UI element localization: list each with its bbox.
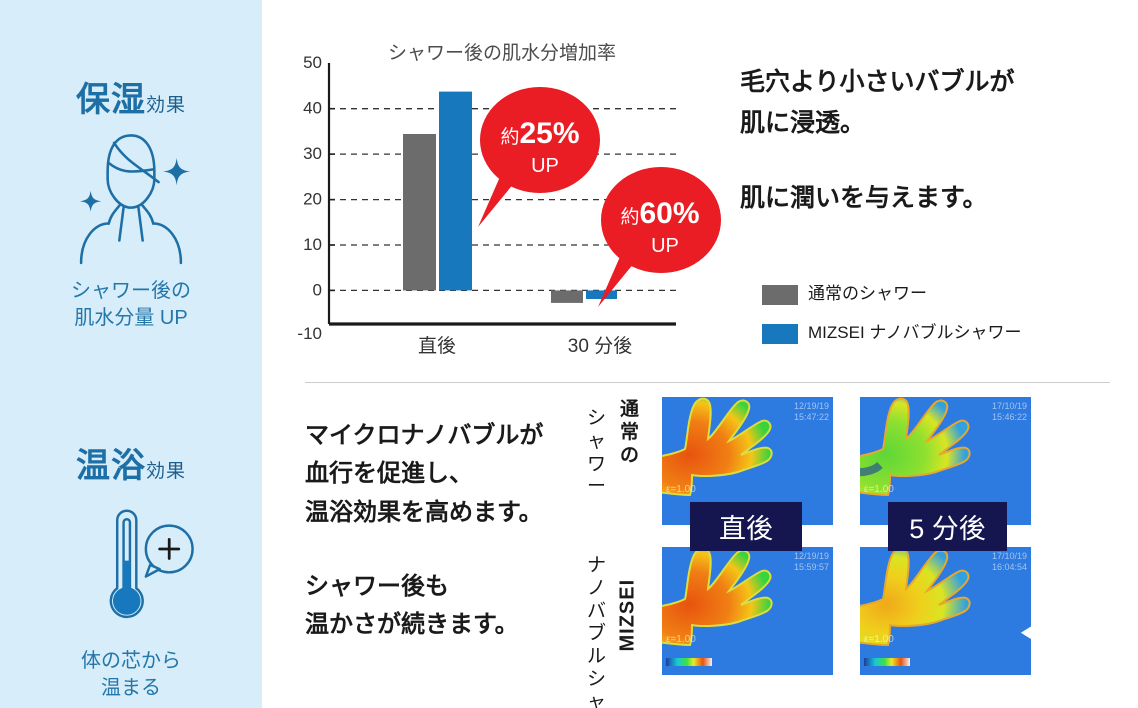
svg-text:UP: UP — [651, 235, 679, 257]
svg-text:-10: -10 — [297, 324, 322, 343]
svg-text:30: 30 — [303, 144, 322, 163]
svg-text:50: 50 — [303, 53, 322, 72]
svg-text:40: 40 — [303, 99, 322, 118]
svg-text:直後: 直後 — [418, 335, 456, 357]
svg-text:30 分後: 30 分後 — [568, 335, 632, 357]
svg-text:20: 20 — [303, 190, 322, 209]
svg-text:0: 0 — [313, 281, 322, 300]
svg-text:UP: UP — [531, 155, 559, 177]
svg-text:10: 10 — [303, 235, 322, 254]
